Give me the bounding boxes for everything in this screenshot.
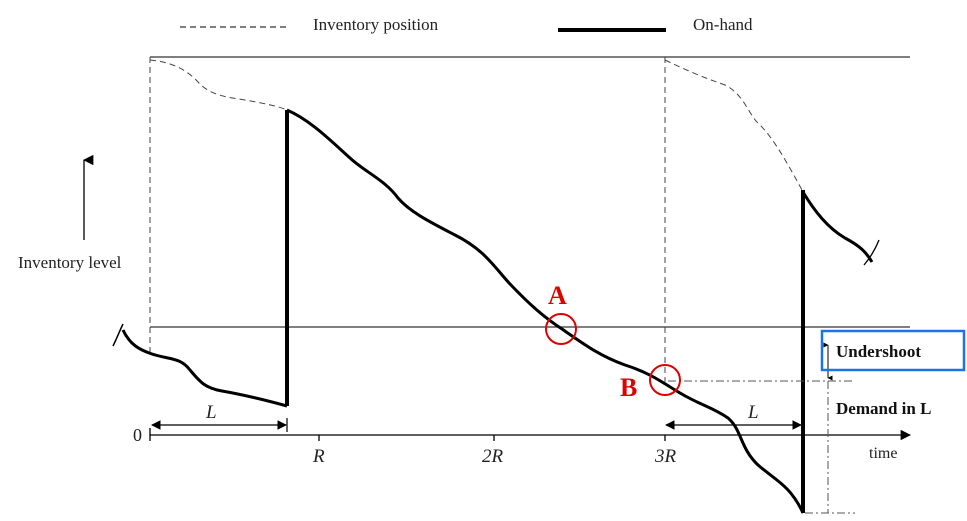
- legend-inventory-position: Inventory position: [313, 15, 439, 34]
- marker-a-label: A: [548, 281, 567, 310]
- x-tick-label-3r: 3R: [654, 446, 677, 467]
- legend-on-hand: On-hand: [693, 15, 753, 34]
- marker-a-circle: [545, 313, 577, 345]
- marker-b-label: B: [620, 373, 637, 402]
- x-tick-label-2r: 2R: [482, 446, 504, 467]
- inventory-position-curve-2: [664, 59, 803, 191]
- inventory-position-curve-1: [149, 59, 288, 111]
- demand-in-l-label: Demand in L: [836, 399, 931, 418]
- y-axis-label: Inventory level: [18, 253, 122, 272]
- x-axis-label: time: [869, 445, 897, 462]
- x-tick-label-r: R: [312, 446, 325, 467]
- on-hand-curve-2: [286, 108, 805, 514]
- on-hand-curve-3: [801, 191, 874, 263]
- marker-b-circle: [649, 364, 681, 396]
- lead-time-label-1: L: [205, 402, 217, 423]
- lead-time-label-2: L: [747, 402, 759, 423]
- x-axis-zero: 0: [133, 425, 142, 445]
- undershoot-label: Undershoot: [836, 342, 921, 361]
- on-hand-end-tick: [863, 239, 880, 266]
- on-hand-start-tick: [112, 323, 124, 347]
- undershoot-highlight-box: [820, 329, 966, 372]
- on-hand-curve-1: [121, 329, 288, 408]
